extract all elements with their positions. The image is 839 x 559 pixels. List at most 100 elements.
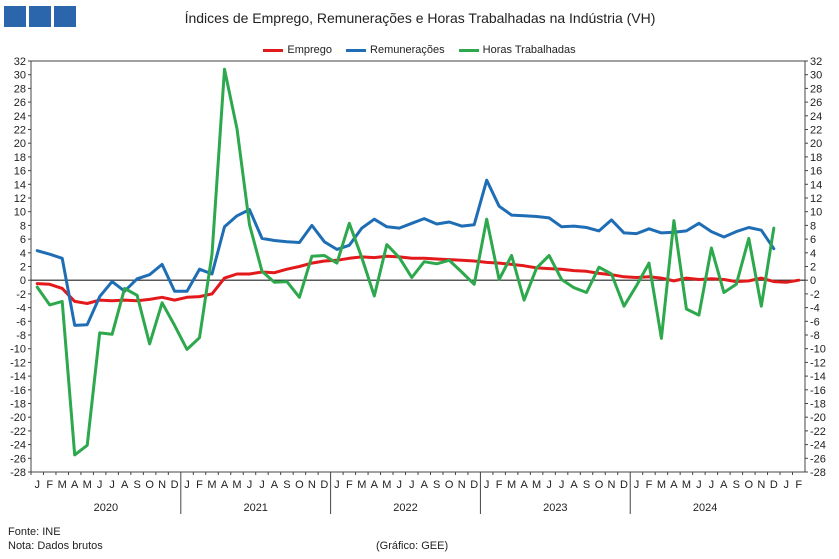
month-tick-label: J	[97, 479, 103, 491]
logo-square	[29, 6, 51, 27]
month-tick-label: M	[232, 479, 241, 491]
month-tick-label: N	[757, 479, 765, 491]
y-tick-label-left: -6	[16, 316, 26, 328]
y-tick-label-right: -16	[810, 385, 826, 397]
y-tick-label-left: -2	[16, 289, 26, 301]
month-tick-label: A	[520, 479, 528, 491]
y-tick-label-left: 28	[14, 83, 26, 95]
logo-square	[4, 6, 26, 27]
y-tick-label-right: 22	[810, 125, 822, 137]
month-tick-label: S	[283, 479, 290, 491]
month-tick-label: M	[532, 479, 541, 491]
month-tick-label: M	[58, 479, 67, 491]
y-tick-label-right: 32	[810, 56, 822, 68]
month-tick-label: A	[371, 479, 379, 491]
month-tick-label: J	[546, 479, 552, 491]
y-tick-label-right: -22	[810, 426, 826, 438]
legend-item-horas: Horas Trabalhadas	[458, 44, 576, 56]
y-tick-label-right: -28	[810, 467, 826, 479]
month-tick-label: A	[121, 479, 129, 491]
month-tick-label: J	[709, 479, 715, 491]
month-tick-label: J	[397, 479, 403, 491]
y-tick-label-right: 4	[810, 248, 816, 260]
month-tick-label: F	[646, 479, 653, 491]
logo	[4, 6, 76, 27]
month-tick-label: F	[196, 479, 203, 491]
y-tick-label-right: 6	[810, 234, 816, 246]
y-tick-label-right: -20	[810, 412, 826, 424]
month-tick-label: J	[334, 479, 340, 491]
y-tick-label-left: 30	[14, 70, 26, 82]
year-label: 2021	[243, 502, 267, 514]
month-tick-label: N	[158, 479, 166, 491]
y-tick-label-right: 28	[810, 83, 822, 95]
month-tick-label: A	[71, 479, 79, 491]
y-tick-label-left: 6	[20, 234, 26, 246]
credit-note: (Gráfico: GEE)	[376, 540, 449, 552]
y-tick-label-left: 4	[20, 248, 26, 260]
month-tick-label: F	[795, 479, 802, 491]
y-tick-label-right: 14	[810, 179, 822, 191]
legend-label-remuneracoes: Remunerações	[370, 44, 445, 56]
month-tick-label: M	[507, 479, 516, 491]
month-tick-label: O	[145, 479, 154, 491]
y-tick-label-right: 20	[810, 138, 822, 150]
month-tick-label: N	[608, 479, 616, 491]
y-tick-label-right: -6	[810, 316, 820, 328]
y-tick-label-left: -16	[10, 385, 26, 397]
y-tick-label-right: -2	[810, 289, 820, 301]
month-tick-label: A	[670, 479, 678, 491]
year-label: 2023	[543, 502, 567, 514]
y-tick-label-left: 18	[14, 152, 26, 164]
month-tick-label: D	[770, 479, 778, 491]
legend-swatch-horas	[458, 48, 479, 52]
month-tick-label: S	[133, 479, 140, 491]
month-tick-label: S	[433, 479, 440, 491]
chart-title: Índices de Emprego, Remunerações e Horas…	[184, 10, 656, 26]
month-tick-label: J	[109, 479, 115, 491]
month-tick-label: A	[271, 479, 279, 491]
month-tick-label: M	[682, 479, 691, 491]
month-tick-label: M	[382, 479, 391, 491]
y-tick-label-left: 24	[14, 111, 26, 123]
month-tick-label: O	[445, 479, 454, 491]
y-tick-label-right: -10	[810, 344, 826, 356]
y-tick-label-right: 30	[810, 70, 822, 82]
series-line-1	[35, 178, 776, 327]
series-line-2	[35, 67, 776, 457]
y-tick-label-right: -12	[810, 357, 826, 369]
legend-swatch-remuneracoes	[346, 48, 367, 52]
y-tick-label-left: 26	[14, 97, 26, 109]
month-tick-label: D	[470, 479, 478, 491]
month-tick-label: S	[583, 479, 590, 491]
month-tick-label: J	[784, 479, 790, 491]
month-tick-label: J	[559, 479, 565, 491]
y-tick-label-left: -4	[16, 303, 26, 315]
y-tick-label-left: -12	[10, 357, 26, 369]
y-tick-label-left: -22	[10, 426, 26, 438]
y-tick-label-left: 2	[20, 262, 26, 274]
month-tick-label: O	[295, 479, 304, 491]
month-tick-label: M	[83, 479, 92, 491]
y-tick-label-left: -20	[10, 412, 26, 424]
plot-area-frame	[30, 60, 806, 473]
y-tick-label-right: -24	[810, 440, 826, 452]
y-tick-label-left: 14	[14, 179, 26, 191]
data-note: Nota: Dados brutos	[8, 540, 103, 552]
year-label: 2020	[94, 502, 118, 514]
legend-item-emprego: Emprego	[263, 44, 332, 56]
y-tick-label-left: -8	[16, 330, 26, 342]
y-tick-label-right: 18	[810, 152, 822, 164]
legend: Emprego Remunerações Horas Trabalhadas	[0, 44, 839, 56]
month-tick-label: J	[247, 479, 253, 491]
month-tick-label: J	[409, 479, 415, 491]
month-tick-label: M	[657, 479, 666, 491]
legend-swatch-emprego	[263, 48, 284, 52]
y-tick-label-left: -24	[10, 440, 26, 452]
y-tick-label-right: 16	[810, 166, 822, 178]
month-tick-label: F	[496, 479, 503, 491]
y-tick-label-right: -26	[810, 453, 826, 465]
y-tick-label-left: -18	[10, 399, 26, 411]
y-tick-label-left: -28	[10, 467, 26, 479]
month-tick-label: O	[595, 479, 604, 491]
